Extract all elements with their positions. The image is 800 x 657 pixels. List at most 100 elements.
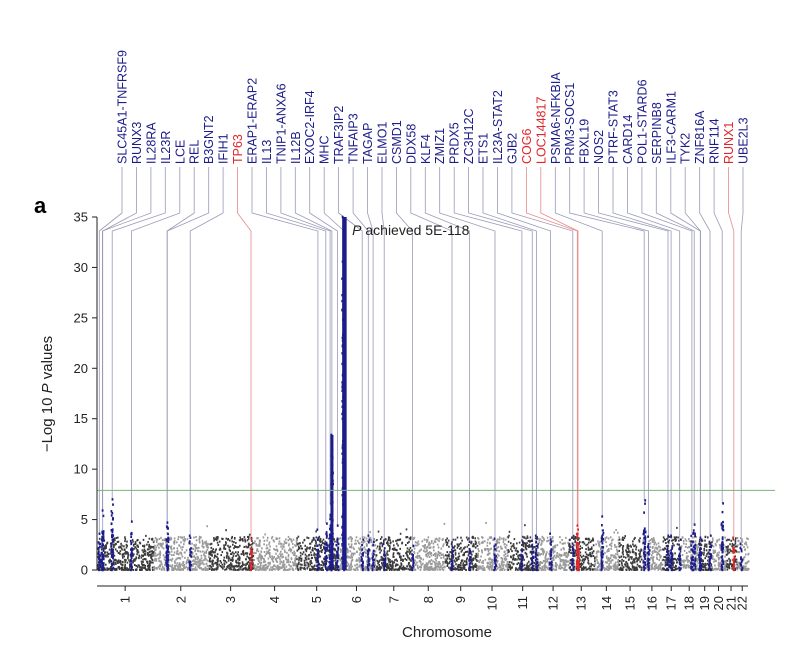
leader-line — [713, 167, 723, 504]
snp-point — [446, 537, 448, 540]
snp-point — [276, 550, 279, 553]
snp-point — [556, 555, 558, 558]
snp-point — [413, 536, 416, 539]
snp-point — [538, 537, 540, 540]
locus-point — [166, 563, 168, 566]
snp-point — [117, 540, 120, 543]
snp-point — [322, 538, 325, 541]
snp-point — [449, 557, 451, 560]
snp-point — [583, 568, 585, 571]
locus-point — [316, 564, 319, 568]
snp-point — [591, 551, 594, 554]
snp-point — [640, 555, 642, 558]
snp-point — [621, 562, 623, 565]
snp-point — [200, 557, 203, 560]
snp-point — [489, 566, 492, 568]
snp-point — [562, 542, 565, 545]
snp-point — [205, 551, 208, 554]
locus-point — [188, 534, 191, 537]
snp-point — [622, 566, 625, 569]
snp-point — [475, 546, 477, 549]
snp-point — [462, 562, 465, 565]
snp-point — [579, 559, 581, 562]
snp-point — [379, 546, 381, 549]
snp-point — [654, 546, 657, 549]
snp-point — [264, 554, 266, 557]
snp-point — [502, 541, 505, 544]
snp-point — [216, 536, 219, 538]
locus-point — [189, 548, 191, 551]
snp-point — [356, 563, 358, 566]
snp-point — [688, 540, 691, 543]
snp-point — [292, 538, 295, 541]
snp-point — [386, 569, 388, 571]
snp-point — [651, 547, 654, 549]
snp-point — [510, 542, 512, 545]
snp-point — [627, 553, 629, 556]
snp-point — [100, 548, 103, 551]
gene-label: ERAP1-ERAP2 — [246, 78, 260, 164]
snp-point — [171, 554, 173, 557]
locus-point — [111, 535, 114, 539]
snp-point — [729, 562, 731, 565]
snp-point — [292, 546, 294, 549]
snp-point — [158, 543, 160, 546]
snp-point — [278, 537, 281, 540]
snp-point — [350, 567, 352, 569]
snp-point — [621, 538, 624, 541]
snp-point — [207, 564, 210, 567]
snp-point — [365, 552, 367, 554]
gene-labels: SLC45A1-TNFRSF9 RUNX3 IL28RA IL23R LCE REL B3G… — [116, 50, 751, 164]
snp-point — [209, 552, 212, 555]
gene-label: TYK2 — [679, 133, 693, 164]
snp-point — [734, 539, 737, 542]
snp-point — [438, 561, 440, 564]
snp-point — [270, 537, 273, 540]
snp-point — [269, 556, 272, 559]
snp-point — [244, 540, 246, 543]
snp-point — [200, 536, 202, 539]
snp-point — [526, 535, 529, 538]
snp-point — [434, 567, 436, 569]
locus-point — [188, 560, 191, 563]
snp-point — [620, 561, 623, 564]
snp-point — [623, 556, 625, 558]
snp-point — [500, 565, 502, 568]
snp-point — [110, 566, 112, 568]
snp-point — [129, 564, 131, 567]
snp-point — [548, 566, 550, 569]
snp-point — [206, 546, 208, 548]
snp-point — [238, 539, 241, 542]
snp-point — [435, 566, 438, 569]
snp-point — [388, 567, 391, 570]
snp-point — [716, 539, 718, 542]
snp-point — [203, 541, 206, 544]
snp-point — [744, 565, 746, 568]
snp-point — [246, 552, 248, 555]
snp-point — [231, 535, 233, 538]
snp-point — [377, 568, 380, 571]
snp-point — [559, 541, 561, 544]
snp-point — [124, 568, 127, 571]
snp-point — [456, 546, 459, 549]
snp-point — [420, 561, 422, 564]
snp-point — [205, 557, 207, 560]
snp-point — [312, 547, 314, 550]
snp-point — [495, 569, 497, 571]
snp-point — [565, 555, 567, 558]
snp-point — [288, 544, 290, 547]
snp-point — [552, 540, 554, 543]
snp-point — [478, 565, 480, 568]
snp-point — [436, 563, 439, 566]
snp-point — [543, 567, 546, 570]
snp-point — [579, 547, 581, 550]
snp-point — [243, 567, 245, 570]
snp-point — [171, 568, 174, 571]
snp-point — [334, 540, 336, 543]
snp-point — [354, 542, 356, 545]
snp-point — [376, 559, 379, 562]
snp-point — [434, 552, 436, 555]
snp-point — [392, 540, 394, 543]
snp-point — [472, 568, 474, 571]
gene-label: ZNF816A — [693, 110, 707, 164]
